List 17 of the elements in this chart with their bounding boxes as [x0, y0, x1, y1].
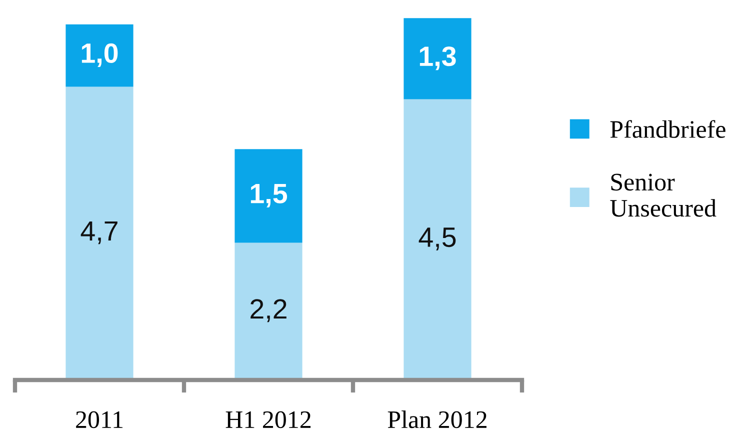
x-tick-label: Plan 2012: [388, 410, 486, 428]
legend-label: Pfandbriefe: [610, 120, 726, 138]
data-label: 2,2: [250, 299, 286, 322]
data-label: 4,7: [80, 221, 118, 244]
bar: [404, 18, 472, 100]
bar: [234, 242, 302, 380]
bar: [66, 86, 134, 380]
bar: [404, 99, 472, 380]
x-tick-label: H1 2012: [226, 411, 311, 428]
x-tick-label: 2011: [76, 411, 123, 428]
data-label: 1,3: [420, 46, 456, 70]
bar: [66, 24, 134, 87]
legend-label: Senior Unsecured: [610, 174, 716, 217]
bar: [234, 149, 302, 243]
data-label: 1,5: [250, 184, 288, 208]
data-label: 1,0: [82, 43, 118, 68]
data-label: 4,5: [418, 228, 456, 250]
